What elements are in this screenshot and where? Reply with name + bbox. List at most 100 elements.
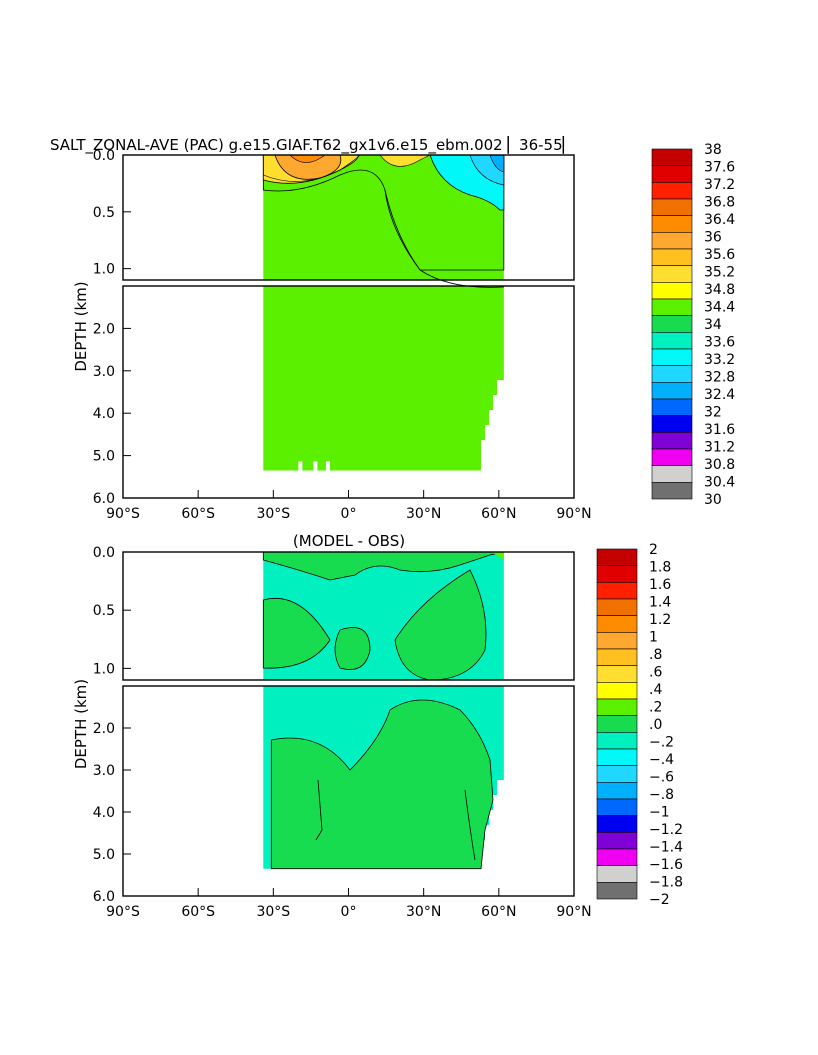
x-tick-label: 90°N — [556, 904, 591, 920]
colorbar-label: .6 — [649, 665, 662, 681]
contour-line — [384, 189, 504, 288]
y-axis-label: DEPTH (km) — [72, 679, 90, 769]
colorbar-swatch — [651, 382, 693, 400]
contour-line — [464, 789, 476, 861]
colorbar-label: 37.6 — [704, 160, 735, 176]
colorbar-swatch — [596, 798, 638, 816]
x-tick-label: 60°N — [481, 506, 516, 522]
upper-plot-frame — [122, 551, 575, 681]
colorbar-swatch — [651, 465, 693, 483]
y-tick-label: 0.0 — [93, 148, 115, 164]
contour-0-to-0.2 — [334, 627, 371, 670]
colorbar-label: −1.8 — [649, 875, 683, 891]
colorbar-label: 36.4 — [704, 212, 735, 228]
colorbar-label: 32.4 — [704, 387, 735, 403]
colorbar-label: −.6 — [649, 770, 674, 786]
colorbar-label: −.8 — [649, 787, 674, 803]
colorbar-swatch — [596, 665, 638, 683]
colorbar-swatch — [596, 565, 638, 583]
colorbar-swatch — [651, 248, 693, 266]
colorbar-label: .0 — [649, 717, 662, 733]
colorbar-label: 34 — [704, 317, 722, 333]
colorbar-swatch — [596, 782, 638, 800]
colorbar-label: −1.6 — [649, 857, 683, 873]
colorbar-swatch — [651, 232, 693, 250]
colorbar-swatch — [596, 548, 638, 566]
colorbar-swatch — [651, 148, 693, 166]
y-axis: 0.0 0.5 1.0 2.0 3.0 4.0 5.0 6.0 — [93, 148, 131, 507]
y-tick-label: 6.0 — [93, 889, 115, 905]
colorbar-swatch — [651, 198, 693, 216]
colorbar-label: −1.2 — [649, 822, 683, 838]
x-tick-label: 30°S — [256, 904, 290, 920]
x-tick-label: 30°S — [256, 506, 290, 522]
colorbar-swatch — [651, 332, 693, 350]
x-tick-label: 60°S — [181, 904, 215, 920]
colorbar-swatch — [596, 598, 638, 616]
colorbar-swatch — [651, 398, 693, 416]
y-tick-label: 2.0 — [93, 721, 115, 737]
colorbar-label: 38 — [704, 142, 722, 158]
colorbar-swatch — [651, 348, 693, 366]
colorbar-label: 31.2 — [704, 440, 735, 456]
contour-34.4 — [262, 154, 505, 271]
colorbar-label: 32.8 — [704, 370, 735, 386]
colorbar-swatch — [651, 215, 693, 233]
colorbar-label: .4 — [649, 682, 662, 698]
colorbar-swatch — [596, 832, 638, 850]
colorbar-label: 33.2 — [704, 352, 735, 368]
contour-line — [315, 779, 323, 841]
contour-0-to-0.2 — [270, 699, 494, 870]
y-axis: 0.0 0.5 1.0 2.0 3.0 4.0 5.0 6.0 — [93, 545, 131, 905]
x-axis: 90°S 60°S 30°S 0° 30°N 60°N 90°N — [106, 888, 592, 920]
y-tick-label: 0.0 — [93, 545, 115, 561]
y-tick-label: 0.5 — [93, 603, 115, 619]
colorbar-label: 30 — [704, 492, 722, 508]
colorbar-label: 1.8 — [649, 560, 671, 576]
colorbar-swatch — [596, 698, 638, 716]
colorbar-label: .8 — [649, 647, 662, 663]
colorbar-label: −.4 — [649, 752, 674, 768]
colorbar-label: 37.2 — [704, 177, 735, 193]
colorbar-swatch — [651, 448, 693, 466]
chart-title: (MODEL - OBS) — [293, 532, 405, 550]
missing-data-gap — [325, 461, 330, 471]
colorbar-label: 30.8 — [704, 457, 735, 473]
colorbar-label: 35.6 — [704, 247, 735, 263]
colorbar-label: 36 — [704, 230, 722, 246]
colorbar-swatch — [596, 732, 638, 750]
y-tick-label: 3.0 — [93, 763, 115, 779]
x-tick-label: 30°N — [406, 506, 441, 522]
y-tick-label: 4.0 — [93, 406, 115, 422]
colorbar-swatch — [651, 482, 693, 500]
colorbar-label: −.2 — [649, 735, 674, 751]
colorbar-label: 1.6 — [649, 577, 671, 593]
x-tick-label: 0° — [341, 506, 357, 522]
y-tick-label: 2.0 — [93, 321, 115, 337]
lower-field — [263, 286, 504, 471]
contour-32.8 — [489, 154, 505, 173]
colorbar-swatch — [651, 265, 693, 283]
difference-panel: (MODEL - OBS) 90°S 60°S 30°S 0° 30°N 60°N 90°N 0… — [72, 532, 683, 920]
colorbar-swatch — [651, 282, 693, 300]
chart-title: SALT_ZONAL-AVE (PAC) g.e15.GIAF.T62_gx1v… — [50, 135, 574, 155]
x-tick-label: 60°N — [481, 904, 516, 920]
colorbar-swatch — [596, 632, 638, 650]
colorbar-swatch — [596, 815, 638, 833]
y-tick-label: 5.0 — [93, 847, 115, 863]
colorbar-label: 30.4 — [704, 475, 735, 491]
colorbar-label: 33.6 — [704, 335, 735, 351]
upper-plot-frame — [122, 154, 575, 281]
colorbar-swatch — [596, 865, 638, 883]
colorbar-swatch — [596, 615, 638, 633]
colorbar-swatch — [596, 682, 638, 700]
x-axis: 90°S 60°S 30°S 0° 30°N 60°N 90°N — [106, 490, 592, 522]
missing-data-gap — [298, 461, 303, 471]
colorbar-swatch — [651, 315, 693, 333]
colorbar-swatch — [596, 648, 638, 666]
y-axis-label: DEPTH (km) — [72, 281, 90, 371]
colorbar-label: 35.2 — [704, 265, 735, 281]
colorbar: 21.81.61.41.21.8.6.4.2.0−.2−.4−.6−.8−1−1… — [596, 542, 683, 908]
colorbar-swatch — [596, 582, 638, 600]
